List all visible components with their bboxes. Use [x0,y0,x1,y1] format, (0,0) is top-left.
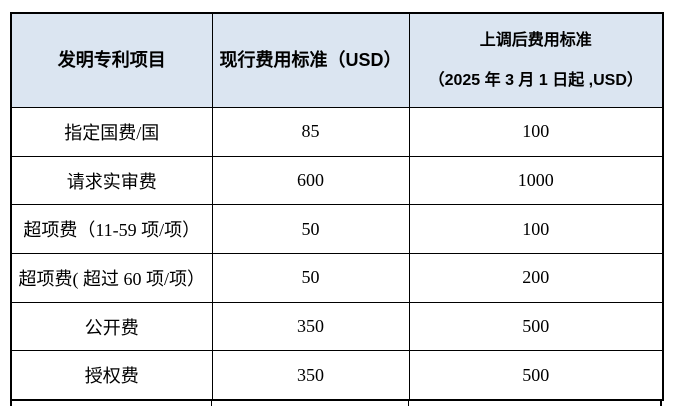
item-cell: 超项费（11-59 项/项） [10,204,213,255]
new-fee-cell: 100 [408,107,664,157]
new-fee-cell: 500 [408,350,664,401]
item-cell: 指定国费/国 [10,107,213,157]
header-new-fee-line1: 上调后费用标准 [479,32,592,50]
new-fee-cell: 1000 [408,155,664,206]
item-cell: 公开费 [10,301,213,352]
new-fee-cell: 100 [408,204,664,255]
current-fee-cell: 50 [211,204,410,255]
fee-table: 发明专利项目 现行费用标准（USD） 上调后费用标准 （2025 年 3 月 1… [10,12,664,402]
header-new-fee-line2: （2025 年 3 月 1 日起 ,USD） [428,71,643,89]
table-cutoff-border-right [660,401,662,406]
table-cutoff-border-left [10,401,12,406]
header-cell-new-fee: 上调后费用标准 （2025 年 3 月 1 日起 ,USD） [408,12,664,108]
new-fee-cell: 500 [408,301,664,352]
table-row: 授权费 350 500 [10,350,664,401]
current-fee-cell: 600 [211,155,410,206]
table-row: 超项费（11-59 项/项） 50 100 [10,204,664,255]
table-row: 指定国费/国 85 100 [10,107,664,157]
table-row: 公开费 350 500 [10,301,664,352]
table-cutoff-border-col1 [211,401,212,406]
item-cell: 超项费( 超过 60 项/项） [10,253,213,303]
header-cell-current-fee: 现行费用标准（USD） [211,12,410,108]
current-fee-cell: 350 [211,301,410,352]
new-fee-cell: 200 [408,253,664,303]
table-row: 请求实审费 600 1000 [10,155,664,206]
table-row: 超项费( 超过 60 项/项） 50 200 [10,253,664,303]
header-row: 发明专利项目 现行费用标准（USD） 上调后费用标准 （2025 年 3 月 1… [10,12,664,108]
header-cell-item: 发明专利项目 [10,12,213,108]
current-fee-cell: 350 [211,350,410,401]
current-fee-cell: 50 [211,253,410,303]
item-cell: 授权费 [10,350,213,401]
item-cell: 请求实审费 [10,155,213,206]
table-cutoff-border-col2 [408,401,409,406]
current-fee-cell: 85 [211,107,410,157]
